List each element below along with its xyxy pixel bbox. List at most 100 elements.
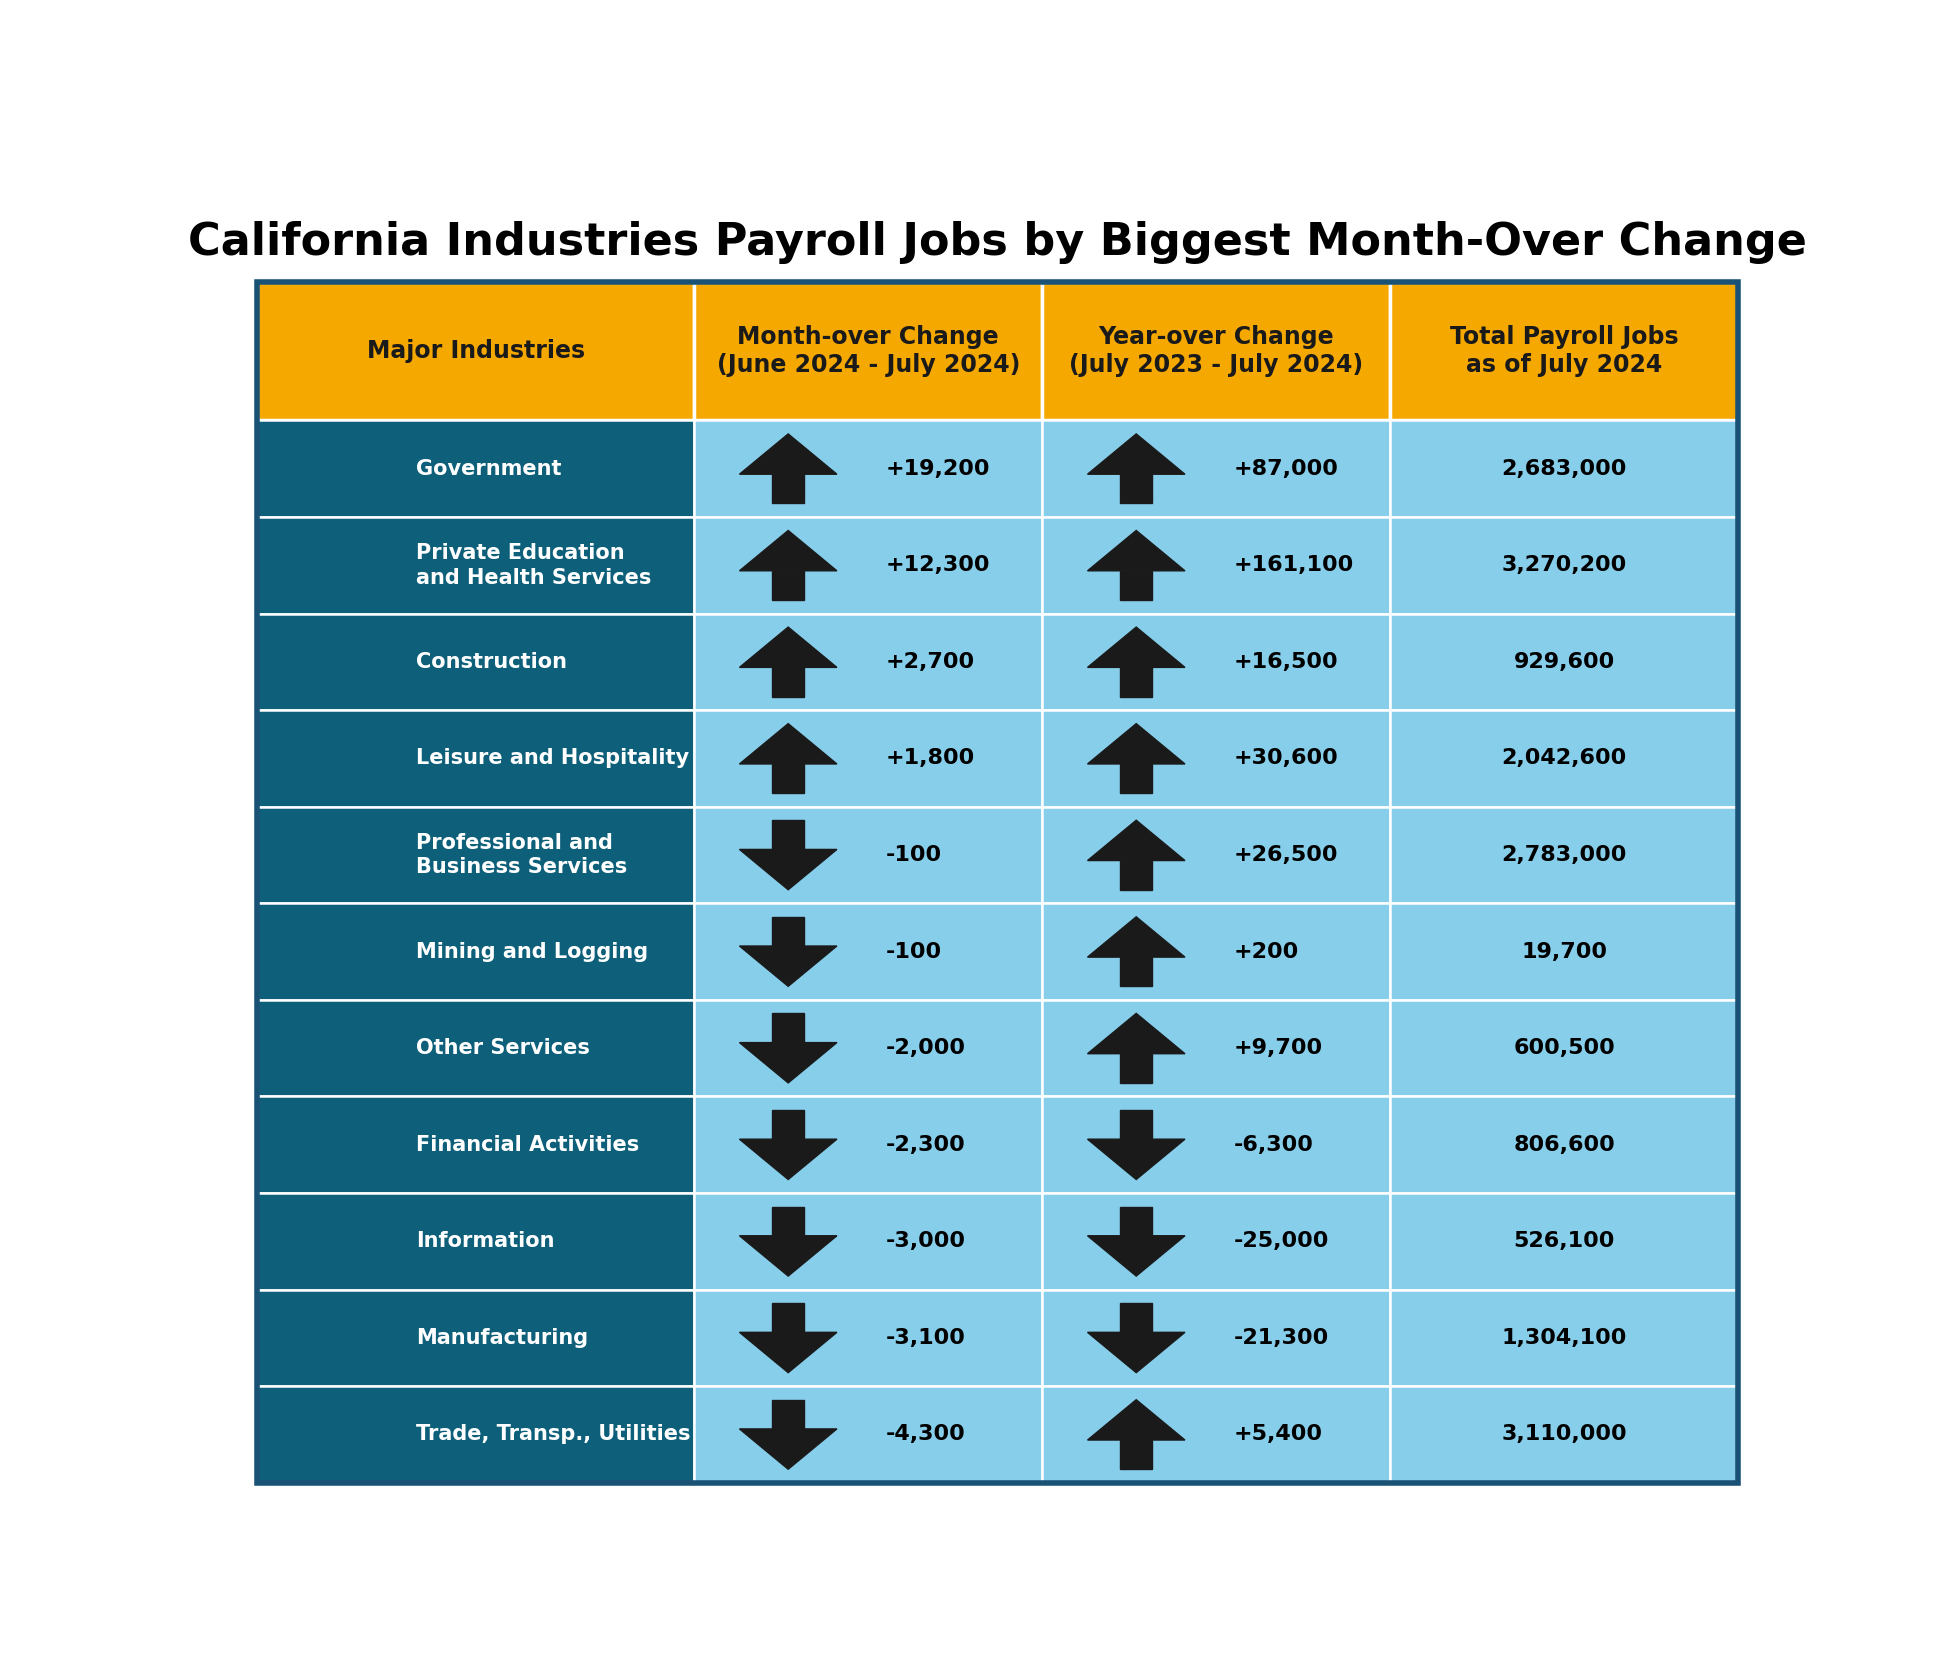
Text: 2,042,600: 2,042,600 bbox=[1501, 749, 1628, 769]
Polygon shape bbox=[1088, 917, 1186, 957]
Polygon shape bbox=[1120, 1054, 1153, 1083]
Bar bbox=[1042, 806, 1390, 903]
Polygon shape bbox=[1088, 1333, 1186, 1373]
Text: +9,700: +9,700 bbox=[1234, 1038, 1322, 1058]
Text: 806,600: 806,600 bbox=[1513, 1135, 1616, 1155]
Bar bbox=[1390, 710, 1739, 806]
Polygon shape bbox=[1120, 1441, 1153, 1469]
Bar bbox=[695, 903, 1042, 1001]
Bar bbox=[1042, 1001, 1390, 1096]
Bar bbox=[695, 613, 1042, 710]
Polygon shape bbox=[773, 1014, 804, 1043]
Polygon shape bbox=[1120, 473, 1153, 504]
Polygon shape bbox=[773, 571, 804, 599]
Bar bbox=[695, 710, 1042, 806]
Polygon shape bbox=[1120, 667, 1153, 697]
Text: -2,300: -2,300 bbox=[886, 1135, 966, 1155]
Polygon shape bbox=[773, 1400, 804, 1429]
Polygon shape bbox=[740, 1333, 837, 1373]
Text: Construction: Construction bbox=[417, 651, 567, 672]
Text: Total Payroll Jobs
as of July 2024: Total Payroll Jobs as of July 2024 bbox=[1451, 326, 1678, 378]
Bar bbox=[257, 517, 695, 613]
Text: -25,000: -25,000 bbox=[1234, 1231, 1330, 1251]
Bar bbox=[257, 903, 695, 1001]
Bar bbox=[1390, 903, 1739, 1001]
Text: 929,600: 929,600 bbox=[1513, 651, 1614, 672]
Text: +2,700: +2,700 bbox=[886, 651, 975, 672]
Bar bbox=[1042, 1096, 1390, 1194]
Bar bbox=[257, 1096, 695, 1194]
Polygon shape bbox=[1088, 821, 1186, 861]
Text: 3,110,000: 3,110,000 bbox=[1501, 1424, 1628, 1444]
Bar bbox=[257, 1001, 695, 1096]
Polygon shape bbox=[740, 433, 837, 473]
Text: +161,100: +161,100 bbox=[1234, 556, 1353, 576]
Bar bbox=[257, 420, 695, 517]
Polygon shape bbox=[773, 667, 804, 697]
Polygon shape bbox=[773, 821, 804, 850]
Text: +87,000: +87,000 bbox=[1234, 458, 1340, 479]
Polygon shape bbox=[1088, 1400, 1186, 1441]
Bar bbox=[695, 420, 1042, 517]
Bar bbox=[695, 1289, 1042, 1387]
Polygon shape bbox=[740, 531, 837, 571]
Text: +1,800: +1,800 bbox=[886, 749, 975, 769]
Text: 2,683,000: 2,683,000 bbox=[1501, 458, 1628, 479]
Polygon shape bbox=[1120, 764, 1153, 792]
Polygon shape bbox=[1088, 626, 1186, 667]
Text: 1,304,100: 1,304,100 bbox=[1501, 1328, 1628, 1348]
Bar bbox=[695, 1194, 1042, 1289]
Polygon shape bbox=[773, 917, 804, 945]
Text: -3,000: -3,000 bbox=[886, 1231, 966, 1251]
Text: Manufacturing: Manufacturing bbox=[417, 1328, 588, 1348]
Text: +19,200: +19,200 bbox=[886, 458, 991, 479]
Polygon shape bbox=[1088, 531, 1186, 571]
Bar bbox=[1042, 1289, 1390, 1387]
Text: Mining and Logging: Mining and Logging bbox=[417, 942, 648, 962]
Bar bbox=[1042, 1194, 1390, 1289]
Text: -6,300: -6,300 bbox=[1234, 1135, 1314, 1155]
Polygon shape bbox=[740, 1043, 837, 1083]
Polygon shape bbox=[773, 1303, 804, 1333]
Text: 600,500: 600,500 bbox=[1513, 1038, 1616, 1058]
Text: Professional and
Business Services: Professional and Business Services bbox=[417, 833, 627, 878]
Bar bbox=[1390, 1289, 1739, 1387]
Bar bbox=[1390, 1096, 1739, 1194]
Bar bbox=[695, 806, 1042, 903]
Bar bbox=[1042, 1387, 1390, 1483]
Bar bbox=[1390, 613, 1739, 710]
Polygon shape bbox=[1088, 1236, 1186, 1276]
Polygon shape bbox=[740, 1429, 837, 1469]
Bar bbox=[1042, 282, 1390, 420]
Bar bbox=[257, 806, 695, 903]
Polygon shape bbox=[773, 764, 804, 792]
Text: +16,500: +16,500 bbox=[1234, 651, 1338, 672]
Bar bbox=[257, 282, 695, 420]
Text: -2,000: -2,000 bbox=[886, 1038, 966, 1058]
Text: Private Education
and Health Services: Private Education and Health Services bbox=[417, 542, 650, 588]
Bar bbox=[695, 282, 1042, 420]
Text: Other Services: Other Services bbox=[417, 1038, 590, 1058]
Text: Trade, Transp., Utilities: Trade, Transp., Utilities bbox=[417, 1424, 689, 1444]
Text: -4,300: -4,300 bbox=[886, 1424, 966, 1444]
Polygon shape bbox=[1120, 1303, 1153, 1333]
Polygon shape bbox=[1088, 724, 1186, 764]
Text: +30,600: +30,600 bbox=[1234, 749, 1338, 769]
Text: 3,270,200: 3,270,200 bbox=[1501, 556, 1628, 576]
Bar bbox=[1390, 806, 1739, 903]
Bar bbox=[1390, 517, 1739, 613]
Polygon shape bbox=[740, 626, 837, 667]
Polygon shape bbox=[1088, 433, 1186, 473]
Bar bbox=[1390, 1194, 1739, 1289]
Text: +12,300: +12,300 bbox=[886, 556, 991, 576]
Bar bbox=[1390, 420, 1739, 517]
Polygon shape bbox=[773, 473, 804, 504]
Bar bbox=[695, 517, 1042, 613]
Polygon shape bbox=[1088, 1014, 1186, 1054]
Text: +5,400: +5,400 bbox=[1234, 1424, 1322, 1444]
Text: Year-over Change
(July 2023 - July 2024): Year-over Change (July 2023 - July 2024) bbox=[1069, 326, 1363, 378]
Polygon shape bbox=[1120, 1207, 1153, 1236]
Text: Leisure and Hospitality: Leisure and Hospitality bbox=[417, 749, 689, 769]
Polygon shape bbox=[773, 1207, 804, 1236]
Text: 526,100: 526,100 bbox=[1513, 1231, 1614, 1251]
